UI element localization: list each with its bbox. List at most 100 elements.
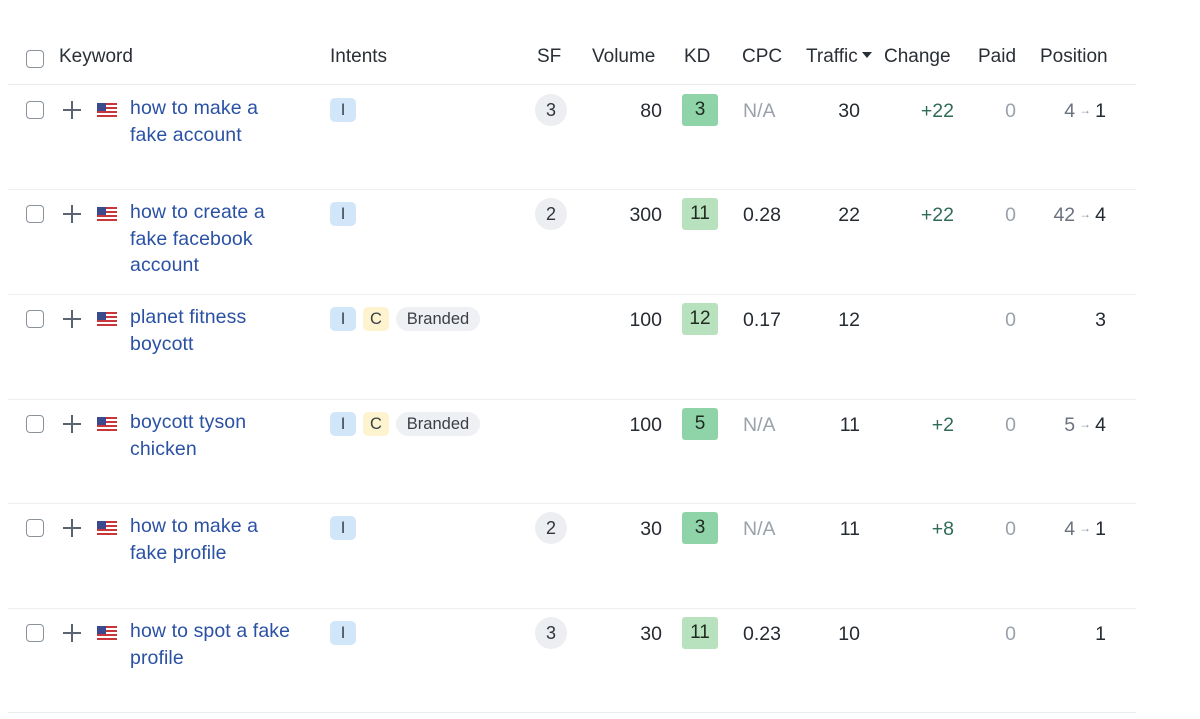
intent-badge-commercial: C xyxy=(363,307,389,331)
traffic-change-value: +22 xyxy=(920,204,954,226)
traffic-change-value: +8 xyxy=(931,518,954,540)
kd-badge: 12 xyxy=(682,303,718,335)
table-row[interactable]: how to create a fake facebook account I 2 300… xyxy=(8,189,1136,295)
us-flag-icon xyxy=(97,103,117,117)
row-checkbox[interactable] xyxy=(26,519,44,537)
arrow-right-icon: → xyxy=(1079,207,1092,221)
paid-value: 0 xyxy=(1005,518,1016,540)
serp-features-count[interactable]: 2 xyxy=(535,198,567,230)
header-kd[interactable]: KD xyxy=(684,46,711,67)
header-sf[interactable]: SF xyxy=(537,46,562,67)
intent-badge-informational: I xyxy=(330,412,356,436)
position-value: 42 → 4 xyxy=(1053,204,1106,227)
position-current: 4 xyxy=(1095,204,1106,226)
intent-badge-informational: I xyxy=(330,202,356,226)
header-position[interactable]: Position xyxy=(1040,46,1108,67)
intent-badge-commercial: C xyxy=(363,412,389,436)
row-checkbox[interactable] xyxy=(26,310,44,328)
add-to-list-icon[interactable] xyxy=(63,519,81,537)
serp-features-count[interactable]: 3 xyxy=(535,94,567,126)
position-previous: 4 xyxy=(1064,100,1076,122)
table-row[interactable]: boycott tyson chicken I C Branded 100 5 N/A 11 +2… xyxy=(8,399,1136,504)
add-to-list-icon[interactable] xyxy=(63,310,81,328)
cpc-value: N/A xyxy=(743,518,776,540)
traffic-change-value: +22 xyxy=(920,100,954,122)
paid-value: 0 xyxy=(1005,623,1016,645)
volume-value: 300 xyxy=(629,204,662,226)
position-value: 3 xyxy=(1095,309,1106,332)
us-flag-icon xyxy=(97,207,117,221)
add-to-list-icon[interactable] xyxy=(63,205,81,223)
traffic-value: 10 xyxy=(838,623,860,645)
cpc-value: 0.23 xyxy=(743,623,781,645)
arrow-right-icon: → xyxy=(1079,103,1092,117)
serp-features-count[interactable]: 3 xyxy=(535,617,567,649)
header-intents[interactable]: Intents xyxy=(330,46,388,67)
volume-value: 30 xyxy=(640,623,662,645)
row-checkbox[interactable] xyxy=(26,205,44,223)
keyword-line: account xyxy=(130,254,199,276)
row-checkbox[interactable] xyxy=(26,415,44,433)
add-to-list-icon[interactable] xyxy=(63,624,81,642)
table-row[interactable]: planet fitness boycott I C Branded 100 12 0.17 1… xyxy=(8,294,1136,400)
position-value: 1 xyxy=(1095,623,1106,646)
position-current: 1 xyxy=(1095,100,1106,122)
serp-features-count[interactable]: 2 xyxy=(535,512,567,544)
position-current: 1 xyxy=(1095,623,1106,645)
kd-badge: 11 xyxy=(682,617,718,649)
table-row[interactable]: how to make a fake profile I 2 30 3 N/A 11 +8 0 4 →… xyxy=(8,503,1136,609)
header-traffic[interactable]: Traffic xyxy=(806,46,876,68)
keyword-link[interactable]: how to make a fake profile xyxy=(130,513,320,566)
header-cpc[interactable]: CPC xyxy=(742,46,783,67)
header-paid[interactable]: Paid xyxy=(978,46,1017,67)
kd-badge: 3 xyxy=(682,512,718,544)
header-change[interactable]: Change xyxy=(884,46,951,67)
keyword-line: chicken xyxy=(130,437,197,460)
intent-badge-informational: I xyxy=(330,307,356,331)
us-flag-icon xyxy=(97,417,117,431)
row-checkbox[interactable] xyxy=(26,101,44,119)
keyword-link[interactable]: how to create a fake facebook account xyxy=(130,199,320,279)
keyword-line: profile xyxy=(130,646,184,669)
position-value: 4 → 1 xyxy=(1064,518,1106,541)
traffic-value: 11 xyxy=(839,414,860,436)
select-all-checkbox[interactable] xyxy=(26,50,44,68)
keyword-link[interactable]: planet fitness boycott xyxy=(130,304,320,357)
keyword-link[interactable]: boycott tyson chicken xyxy=(130,409,320,462)
keyword-link[interactable]: how to spot a fake profile xyxy=(130,618,320,671)
traffic-value: 12 xyxy=(838,309,860,331)
traffic-value: 30 xyxy=(838,100,860,122)
position-current: 1 xyxy=(1095,518,1106,540)
keyword-line: fake profile xyxy=(130,541,227,564)
keyword-line: how to make a xyxy=(130,515,259,537)
cpc-value: 0.17 xyxy=(743,309,781,331)
cpc-value: 0.28 xyxy=(743,204,781,226)
branded-badge: Branded xyxy=(396,307,480,331)
us-flag-icon xyxy=(97,312,117,326)
header-keyword[interactable]: Keyword xyxy=(59,46,133,67)
table-row[interactable]: how to make a fake account I 3 80 3 N/A 30 +22 0 4… xyxy=(8,85,1136,190)
keyword-line: fake account xyxy=(130,123,242,146)
cpc-value: N/A xyxy=(743,100,776,122)
arrow-right-icon: → xyxy=(1079,521,1092,535)
keyword-line: boycott xyxy=(130,332,194,355)
table-header: Keyword Intents SF Volume KD CPC Traffic… xyxy=(8,32,1136,85)
position-previous: 5 xyxy=(1064,414,1076,436)
position-previous: 4 xyxy=(1064,518,1076,540)
traffic-value: 11 xyxy=(839,518,860,540)
keyword-line: how to spot a fake xyxy=(130,620,291,642)
header-volume[interactable]: Volume xyxy=(592,46,656,67)
traffic-change-value: +2 xyxy=(931,414,954,436)
row-checkbox[interactable] xyxy=(26,624,44,642)
position-previous: 42 xyxy=(1053,204,1076,226)
traffic-value: 22 xyxy=(838,204,860,226)
volume-value: 30 xyxy=(640,518,662,540)
add-to-list-icon[interactable] xyxy=(63,101,81,119)
paid-value: 0 xyxy=(1005,100,1016,122)
table-row[interactable]: how to spot a fake profile I 3 30 11 0.23 10 0 1 xyxy=(8,608,1136,713)
keyword-link[interactable]: how to make a fake account xyxy=(130,95,320,148)
kd-badge: 3 xyxy=(682,94,718,126)
position-value: 4 → 1 xyxy=(1064,100,1106,123)
cpc-value: N/A xyxy=(743,414,776,436)
add-to-list-icon[interactable] xyxy=(63,415,81,433)
